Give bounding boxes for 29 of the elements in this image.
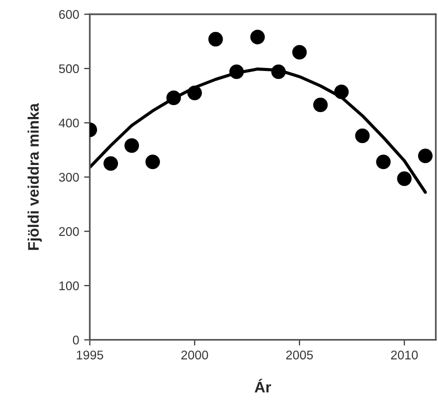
point	[418, 148, 433, 164]
point	[376, 154, 391, 170]
y-tick-label: 400	[58, 118, 79, 128]
point	[397, 171, 412, 186]
point	[229, 64, 244, 80]
point	[334, 84, 349, 100]
y-tick-label: 100	[59, 281, 79, 290]
point	[103, 156, 118, 171]
x-tick-label: 2000	[181, 350, 208, 360]
point	[355, 128, 370, 144]
point	[208, 32, 223, 46]
x-tick-label: 2010	[391, 350, 418, 360]
point	[187, 86, 202, 100]
y-tick-label: 600	[59, 10, 79, 19]
y-tick-label: 200	[59, 227, 79, 236]
y-tick-label: 0	[72, 336, 79, 344]
y-tick-label: 500	[59, 64, 79, 74]
x-tick-label: 1995	[76, 350, 104, 360]
point	[250, 30, 265, 44]
point	[271, 64, 286, 80]
point	[292, 44, 307, 60]
point	[313, 98, 328, 112]
x-axis-title: Ár	[254, 378, 272, 392]
y-axis-title: Fjöldi veiddra minka	[28, 103, 42, 250]
point	[145, 154, 160, 170]
point	[124, 138, 140, 153]
x-tick-label: 2005	[286, 350, 313, 360]
point	[166, 90, 181, 106]
y-tick-label: 300	[58, 172, 79, 182]
